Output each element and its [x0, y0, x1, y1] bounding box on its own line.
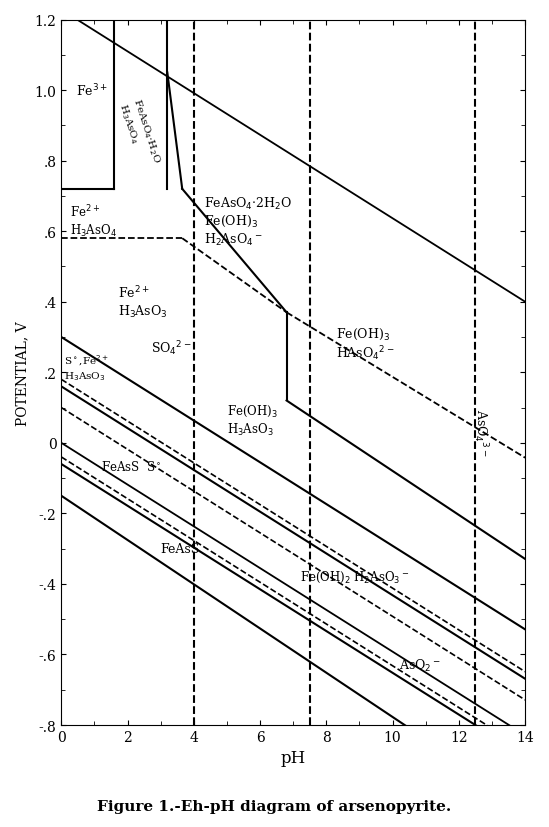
Text: FeAsO$_4$$\cdot$H$_2$O
H$_3$AsO$_4$: FeAsO$_4$$\cdot$H$_2$O H$_3$AsO$_4$	[116, 98, 163, 170]
Text: Fe(OH)$_3$
H$_3$AsO$_3$: Fe(OH)$_3$ H$_3$AsO$_3$	[227, 404, 278, 437]
Text: Fe(OH)$_2$ H$_2$AsO$_3$$^-$: Fe(OH)$_2$ H$_2$AsO$_3$$^-$	[300, 570, 409, 585]
Text: SO$_4$$^{2-}$: SO$_4$$^{2-}$	[151, 339, 192, 357]
Text: Figure 1.-Eh-pH diagram of arsenopyrite.: Figure 1.-Eh-pH diagram of arsenopyrite.	[97, 800, 452, 813]
Text: Fe$^{2+}$
H$_3$AsO$_4$: Fe$^{2+}$ H$_3$AsO$_4$	[70, 203, 116, 239]
Text: FeAsS: FeAsS	[161, 543, 200, 556]
Text: Fe(OH)$_3$
HAsO$_4$$^{2-}$: Fe(OH)$_3$ HAsO$_4$$^{2-}$	[337, 327, 395, 363]
Text: Fe$^{2+}$
H$_3$AsO$_3$: Fe$^{2+}$ H$_3$AsO$_3$	[117, 284, 167, 320]
Y-axis label: POTENTIAL, V: POTENTIAL, V	[15, 321, 29, 425]
Text: S$^\circ$,Fe$^{2+}$
H$_3$AsO$_3$: S$^\circ$,Fe$^{2+}$ H$_3$AsO$_3$	[64, 353, 109, 382]
Text: AsO$_2$$^-$: AsO$_2$$^-$	[399, 657, 441, 673]
X-axis label: pH: pH	[281, 749, 306, 767]
Text: Fe$^{3+}$: Fe$^{3+}$	[76, 83, 108, 99]
Text: FeAsS  S$^\circ$: FeAsS S$^\circ$	[101, 459, 162, 473]
Text: FeAsO$_4$$\cdot$2H$_2$O
Fe(OH)$_3$
H$_2$AsO$_4$$^-$: FeAsO$_4$$\cdot$2H$_2$O Fe(OH)$_3$ H$_2$…	[204, 195, 292, 247]
Text: AsO$_4$$^{3-}$: AsO$_4$$^{3-}$	[471, 408, 490, 456]
